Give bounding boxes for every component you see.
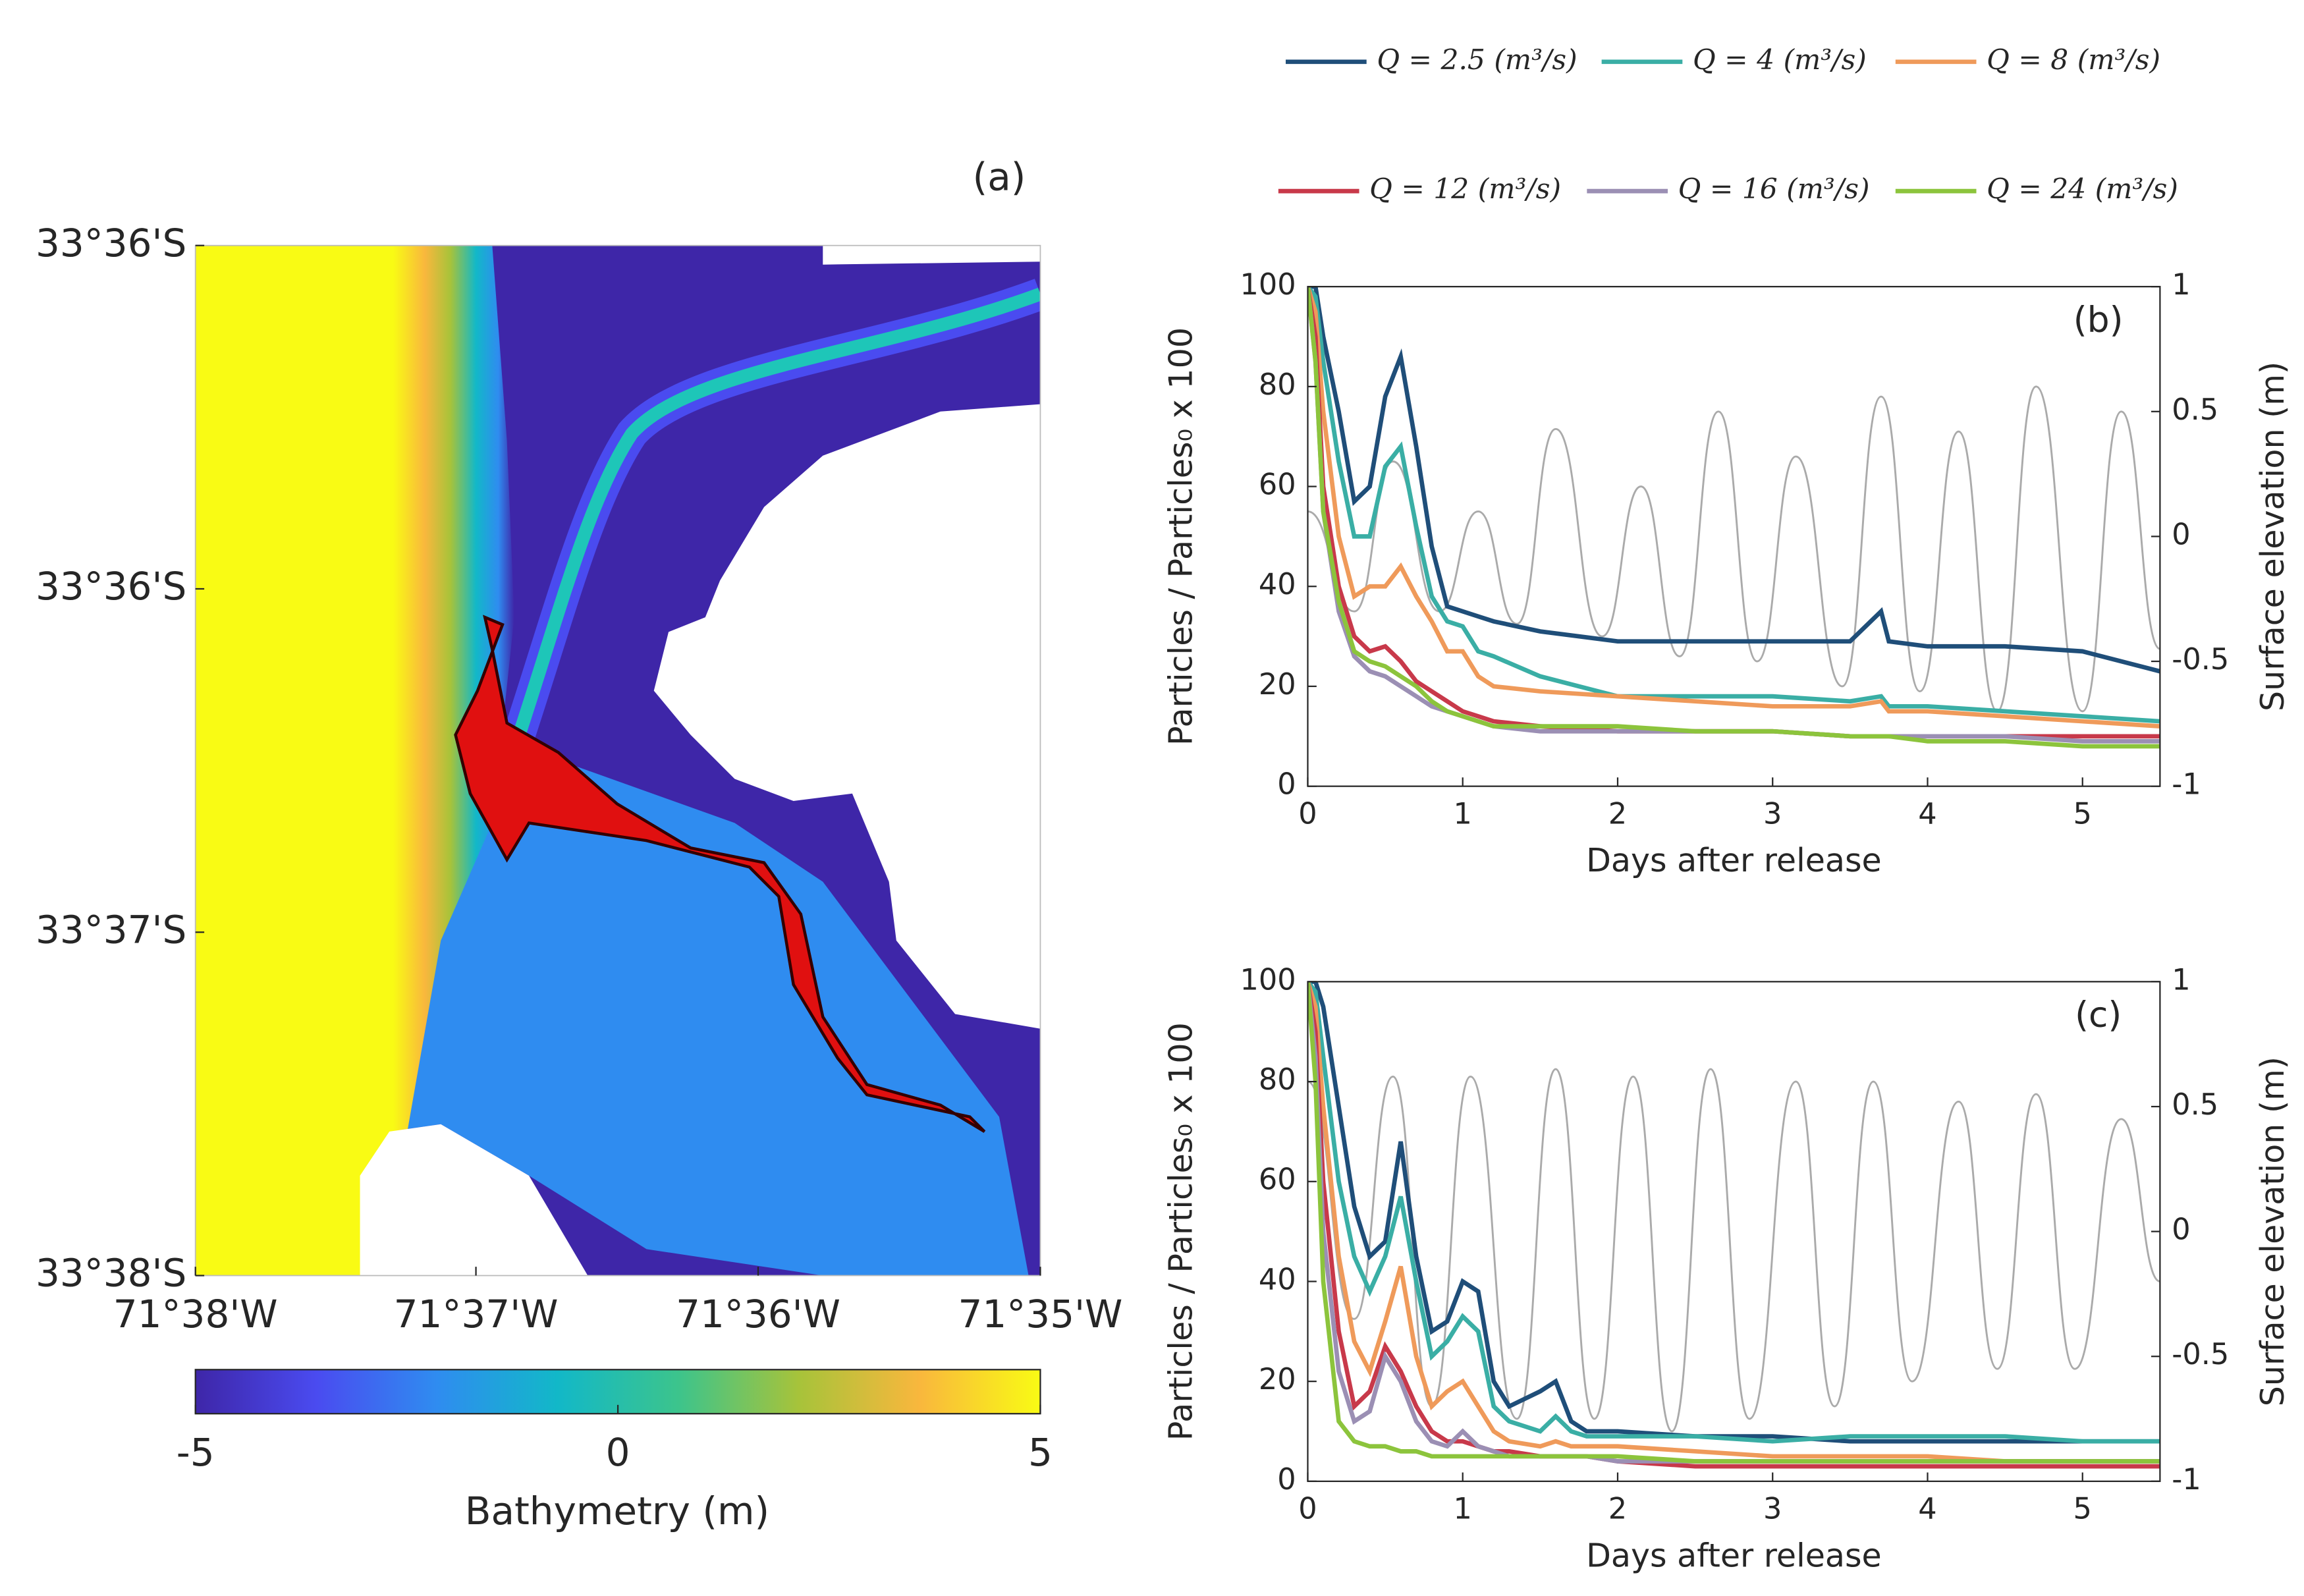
beach — [195, 245, 514, 1276]
x-axis-label: Days after release — [1586, 841, 1882, 879]
y-tick-label: 33°37'S — [36, 907, 186, 952]
panel-label: (a) — [973, 154, 1026, 199]
y-tick-label: 0 — [1277, 767, 1296, 802]
y-tick-label: 33°36'S — [36, 564, 186, 609]
x-tick-label: 1 — [1454, 796, 1472, 831]
y2-tick-label: 0 — [2172, 517, 2190, 551]
series-line — [1307, 981, 2160, 1444]
x-tick-label: 3 — [1763, 1491, 1782, 1526]
y-tick-label: 40 — [1259, 1262, 1296, 1296]
colorbar-tick-label: 5 — [1028, 1430, 1053, 1475]
series-line — [1307, 287, 2160, 744]
land — [653, 404, 1041, 1029]
y-tick-label: 33°36'S — [36, 221, 186, 265]
legend-label: Q = 2.5 (m³/s) — [1377, 43, 1577, 76]
legend-label: Q = 12 (m³/s) — [1369, 173, 1561, 205]
x-tick-label: 2 — [1608, 1491, 1627, 1526]
panel-label: (c) — [2075, 994, 2122, 1035]
y-tick-label: 100 — [1240, 267, 1296, 302]
colorbar-label: Bathymetry (m) — [465, 1489, 769, 1533]
tide-line — [1307, 385, 2160, 713]
y2-tick-label: 0.5 — [2172, 393, 2218, 427]
y-tick-label: 0 — [1277, 1462, 1296, 1497]
y2-tick-label: 0.5 — [2172, 1087, 2218, 1122]
series-line — [1307, 981, 2160, 1464]
y-tick-label: 80 — [1259, 1062, 1296, 1097]
series-line — [1307, 287, 2160, 739]
x-axis-label: Days after release — [1586, 1536, 1882, 1574]
series-line — [1307, 287, 2160, 749]
x-tick-label: 71°36'W — [676, 1292, 840, 1336]
x-tick-label: 71°35'W — [958, 1292, 1123, 1336]
x-tick-label: 5 — [2073, 1491, 2092, 1526]
channel — [508, 287, 1041, 752]
y-tick-label: 33°38'S — [36, 1251, 186, 1296]
x-tick-label: 4 — [1918, 796, 1936, 831]
x-tick-label: 71°38'W — [113, 1292, 278, 1336]
y-tick-label: 60 — [1259, 468, 1296, 502]
series-line — [1307, 981, 2160, 1444]
particles — [454, 615, 986, 1133]
y-tick-label: 40 — [1259, 567, 1296, 601]
y-tick-label: 80 — [1259, 368, 1296, 402]
series-line — [1307, 287, 2160, 724]
x-tick-label: 71°37'W — [394, 1292, 559, 1336]
y-tick-label: 100 — [1240, 962, 1296, 997]
y-tick-label: 20 — [1259, 1362, 1296, 1396]
y2-axis-label: Surface elevation (m) — [2253, 1057, 2291, 1406]
y-axis-label: Particles / Particles₀ x 100 — [1161, 1022, 1199, 1441]
series-line — [1307, 287, 2160, 729]
y2-tick-label: -1 — [2172, 767, 2201, 802]
y2-tick-label: -0.5 — [2172, 642, 2229, 676]
x-tick-label: 3 — [1763, 796, 1782, 831]
map-frame — [194, 244, 1041, 1277]
series-line — [1307, 981, 2160, 1464]
x-tick-label: 0 — [1298, 796, 1317, 831]
series-line — [1307, 981, 2160, 1464]
y-tick-label: 20 — [1259, 667, 1296, 702]
y2-tick-label: 0 — [2172, 1213, 2190, 1247]
tide-line — [1307, 1068, 2160, 1433]
land — [360, 1124, 588, 1276]
y-tick-label: 60 — [1259, 1163, 1296, 1197]
y2-tick-label: -1 — [2172, 1462, 2201, 1497]
axes-frame — [1307, 981, 2161, 1482]
x-tick-label: 1 — [1454, 1491, 1472, 1526]
lagoon — [323, 749, 1029, 1276]
colorbar-tick-label: 0 — [606, 1430, 630, 1475]
colorbar-tick-label: -5 — [177, 1430, 215, 1475]
y2-axis-label: Surface elevation (m) — [2253, 362, 2291, 711]
map — [195, 245, 1041, 1276]
legend-label: Q = 16 (m³/s) — [1678, 173, 1870, 205]
series-line — [1307, 981, 2160, 1469]
x-tick-label: 0 — [1298, 1491, 1317, 1526]
y2-tick-label: 1 — [2172, 962, 2190, 997]
y2-tick-label: 1 — [2172, 267, 2190, 302]
legend-label: Q = 4 (m³/s) — [1693, 43, 1867, 76]
series-line — [1307, 287, 2160, 674]
legend-label: Q = 24 (m³/s) — [1987, 173, 2178, 205]
x-tick-label: 5 — [2073, 796, 2092, 831]
legend-label: Q = 8 (m³/s) — [1987, 43, 2160, 76]
x-tick-label: 2 — [1608, 796, 1627, 831]
panel-label: (b) — [2073, 298, 2124, 340]
y-axis-label: Particles / Particles₀ x 100 — [1161, 327, 1199, 746]
land — [823, 245, 1041, 265]
x-tick-label: 4 — [1918, 1491, 1936, 1526]
y2-tick-label: -0.5 — [2172, 1337, 2229, 1371]
